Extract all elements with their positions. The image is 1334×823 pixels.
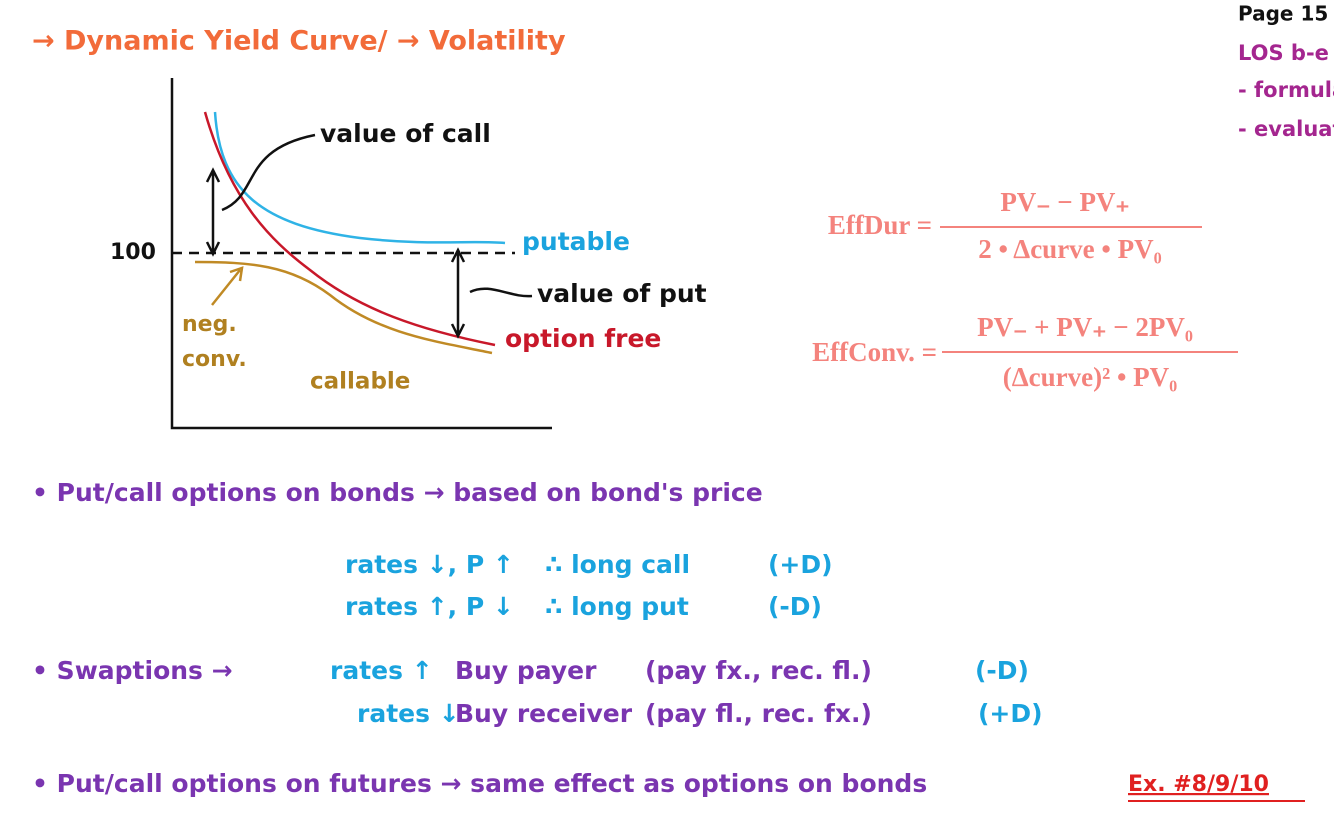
text: (-D): [768, 592, 822, 621]
axes: [170, 78, 552, 430]
page-number: Page 15: [1238, 2, 1328, 26]
text: (-D): [975, 656, 1029, 685]
formula-label: EffConv. =: [812, 337, 937, 367]
bullet: • Swaptions →: [32, 656, 233, 685]
label: 100: [110, 240, 156, 265]
option-free-curve: [203, 111, 496, 347]
callable-curve: [194, 260, 493, 355]
neg-conv-arrow: [211, 266, 244, 306]
bullet: • Put/call options on futures → same eff…: [32, 769, 927, 798]
text: ∴ long put: [545, 592, 689, 621]
label: value of call: [320, 119, 491, 148]
los: LOS b-e: [1238, 41, 1329, 65]
numerator: PV₋ + PV₊ − 2PV₀: [977, 312, 1193, 342]
denominator: (Δcurve)² • PV₀: [1003, 362, 1178, 392]
task: - evaluate: [1238, 117, 1334, 141]
diagram: [170, 78, 552, 430]
label: neg.: [182, 312, 237, 337]
text: rates ↑: [330, 656, 433, 685]
denominator: 2 • Δcurve • PV₀: [978, 234, 1161, 264]
call-leader: [221, 133, 316, 212]
bullet: • Put/call options on bonds → based on b…: [32, 478, 763, 507]
text: (pay fx., rec. fl.): [645, 656, 872, 685]
title: → Dynamic Yield Curve/ → Volatility: [32, 26, 566, 57]
text: rates ↑, P ↓: [345, 592, 514, 621]
text: (+D): [978, 699, 1043, 728]
task: - formulate: [1238, 78, 1334, 102]
formula-label: EffDur =: [828, 210, 932, 240]
label: callable: [310, 369, 410, 395]
text: (+D): [768, 550, 833, 579]
put-arrow: [450, 247, 466, 339]
label: option free: [505, 324, 661, 353]
text: Buy receiver: [455, 699, 633, 728]
reference: Ex. #8/9/10: [1128, 772, 1269, 797]
text: (pay fl., rec. fx.): [645, 699, 872, 728]
text: rates ↓, P ↑: [345, 550, 514, 579]
put-leader: [469, 287, 533, 298]
text: Buy payer: [455, 656, 597, 685]
formulas: EffDur = PV₋ − PV₊ 2 • Δcurve • PV₀ EffC…: [812, 187, 1238, 392]
numerator: PV₋ − PV₊: [1000, 187, 1129, 217]
text: rates ↓: [357, 699, 460, 728]
text: ∴ long call: [545, 550, 690, 579]
putable-curve: [213, 111, 506, 245]
label: putable: [522, 227, 630, 256]
label: conv.: [182, 347, 247, 372]
label: value of put: [537, 279, 707, 308]
call-arrow: [205, 167, 221, 257]
